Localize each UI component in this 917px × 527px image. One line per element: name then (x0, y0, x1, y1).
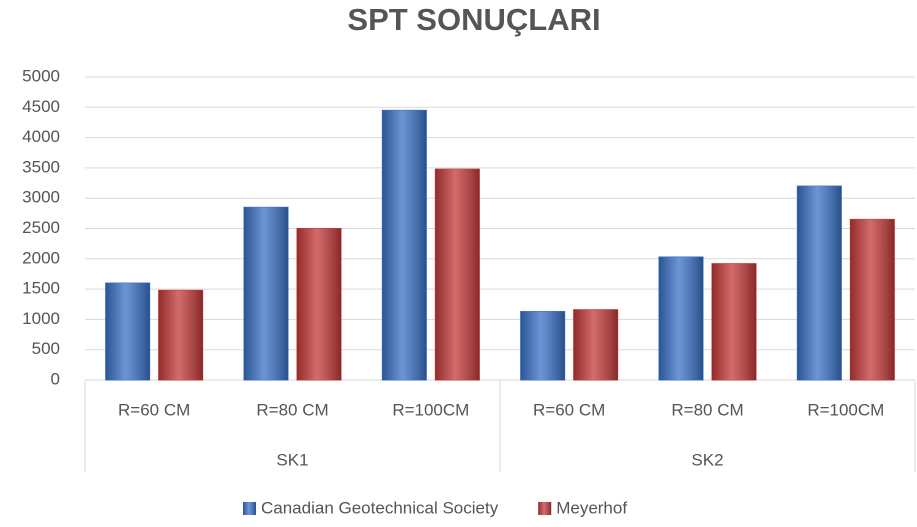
bar-shine (712, 263, 756, 380)
y-tick-label: 2500 (22, 218, 60, 237)
bar-shine (797, 186, 842, 380)
bar-shine (105, 283, 150, 380)
x-tick-label: R=100CM (807, 400, 884, 419)
legend-label: Canadian Geotechnical Society (261, 498, 499, 517)
y-tick-label: 1000 (22, 309, 60, 328)
y-tick-label: 4000 (22, 127, 60, 146)
bar-shine (850, 219, 895, 380)
y-tick-label: 1500 (22, 279, 60, 298)
chart-title: SPT SONUÇLARI (347, 2, 600, 37)
bar-shine (659, 256, 703, 380)
group-label: SK2 (691, 450, 723, 469)
bar-shine (435, 169, 480, 380)
legend-swatch-shine (243, 502, 256, 515)
y-tick-label: 0 (51, 369, 60, 388)
bar-shine (382, 110, 427, 380)
bar-shine (158, 290, 203, 380)
legend-swatch-shine (538, 502, 552, 515)
bar-shine (520, 311, 565, 380)
x-tick-label: R=60 CM (118, 400, 190, 419)
group-label: SK1 (276, 450, 308, 469)
x-tick-label: R=80 CM (256, 400, 328, 419)
y-tick-label: 3000 (22, 188, 60, 207)
legend-label: Meyerhof (556, 498, 627, 517)
y-tick-label: 500 (32, 339, 60, 358)
bar-shine (297, 228, 341, 380)
x-tick-label: R=80 CM (671, 400, 743, 419)
x-tick-label: R=100CM (392, 400, 469, 419)
x-tick-label: R=60 CM (533, 400, 605, 419)
y-tick-label: 2000 (22, 248, 60, 267)
y-tick-label: 4500 (22, 97, 60, 116)
bar-shine (244, 207, 288, 380)
bar-shine (573, 309, 618, 380)
y-tick-label: 3500 (22, 157, 60, 176)
y-tick-label: 5000 (22, 66, 60, 85)
